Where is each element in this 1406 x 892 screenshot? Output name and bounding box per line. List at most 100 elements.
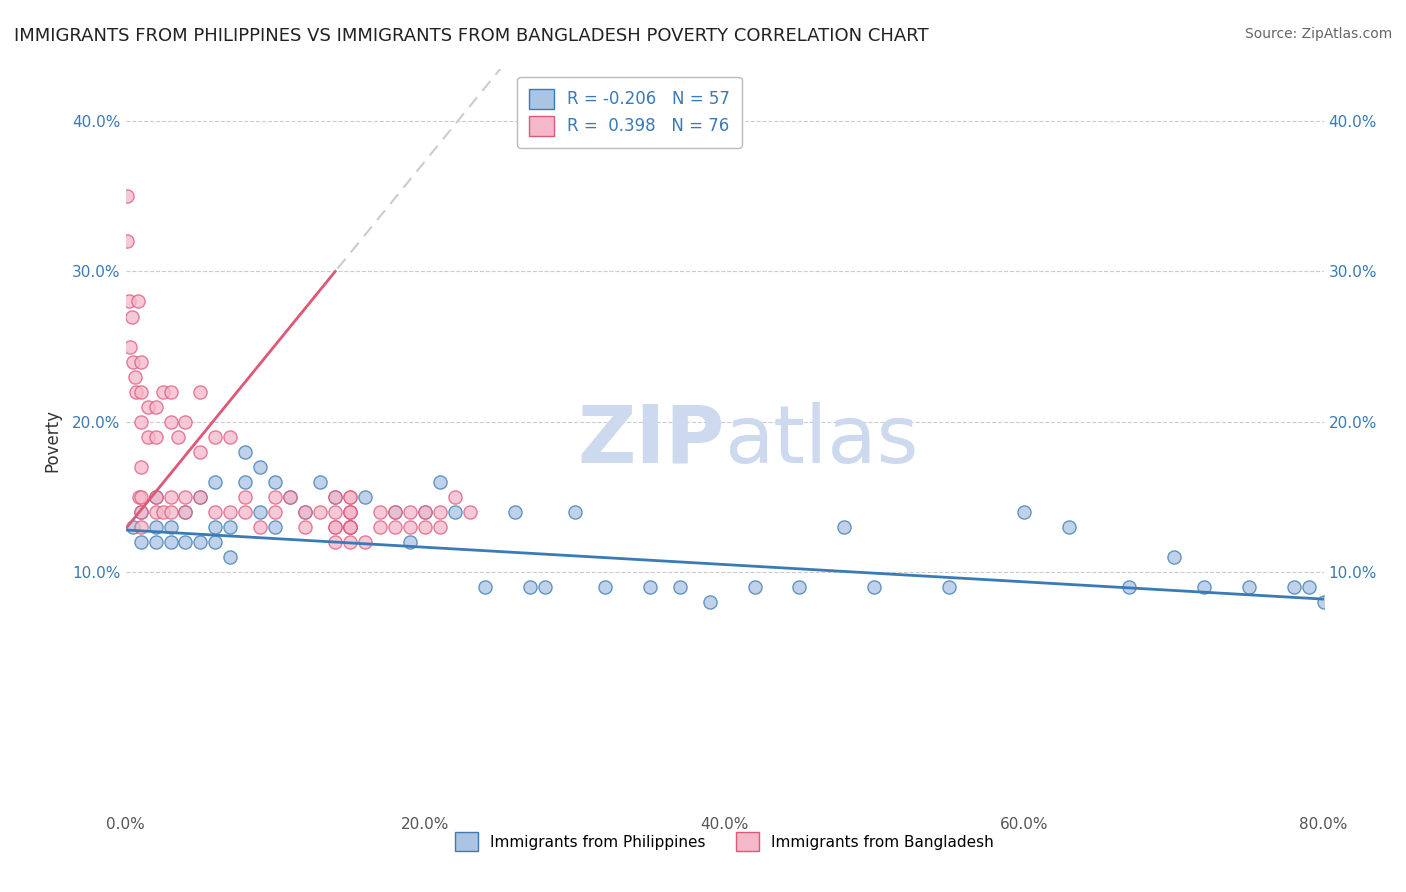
Point — [129, 459, 152, 474]
Point — [145, 430, 167, 444]
Point — [323, 535, 346, 549]
Point — [235, 445, 257, 459]
Point — [129, 520, 152, 534]
Point — [120, 340, 142, 354]
Point — [152, 384, 174, 399]
Point — [204, 475, 226, 489]
Point — [368, 505, 391, 519]
Point — [159, 415, 181, 429]
Point — [145, 520, 167, 534]
Point — [1012, 505, 1035, 519]
Point — [204, 520, 226, 534]
Point — [129, 415, 152, 429]
Point — [1312, 595, 1334, 609]
Point — [474, 580, 496, 594]
Point — [384, 520, 406, 534]
Point — [323, 490, 346, 504]
Point — [249, 505, 271, 519]
Point — [834, 520, 856, 534]
Point — [145, 505, 167, 519]
Point — [744, 580, 766, 594]
Point — [323, 490, 346, 504]
Point — [399, 535, 422, 549]
Point — [1192, 580, 1215, 594]
Point — [159, 520, 181, 534]
Point — [668, 580, 690, 594]
Point — [174, 415, 197, 429]
Point — [938, 580, 960, 594]
Point — [235, 505, 257, 519]
Point — [354, 535, 377, 549]
Point — [399, 520, 422, 534]
Point — [503, 505, 526, 519]
Text: IMMIGRANTS FROM PHILIPPINES VS IMMIGRANTS FROM BANGLADESH POVERTY CORRELATION CH: IMMIGRANTS FROM PHILIPPINES VS IMMIGRANT… — [14, 27, 929, 45]
Point — [117, 294, 139, 309]
Point — [413, 505, 436, 519]
Point — [264, 475, 287, 489]
Point — [129, 490, 152, 504]
Point — [413, 520, 436, 534]
Point — [249, 459, 271, 474]
Point — [145, 535, 167, 549]
Point — [444, 505, 467, 519]
Point — [339, 505, 361, 519]
Point — [174, 535, 197, 549]
Point — [1237, 580, 1260, 594]
Point — [278, 490, 301, 504]
Point — [264, 520, 287, 534]
Point — [339, 490, 361, 504]
Point — [190, 490, 212, 504]
Point — [129, 384, 152, 399]
Point — [384, 505, 406, 519]
Point — [115, 235, 138, 249]
Point — [429, 520, 451, 534]
Point — [115, 189, 138, 203]
Point — [534, 580, 557, 594]
Point — [519, 580, 541, 594]
Point — [294, 505, 316, 519]
Text: ZIP: ZIP — [578, 401, 724, 480]
Text: Source: ZipAtlas.com: Source: ZipAtlas.com — [1244, 27, 1392, 41]
Point — [136, 400, 159, 414]
Point — [368, 520, 391, 534]
Point — [219, 549, 242, 564]
Point — [129, 505, 152, 519]
Point — [159, 505, 181, 519]
Point — [399, 505, 422, 519]
Point — [429, 475, 451, 489]
Point — [1163, 549, 1185, 564]
Text: atlas: atlas — [724, 401, 920, 480]
Point — [129, 535, 152, 549]
Point — [204, 430, 226, 444]
Point — [145, 400, 167, 414]
Point — [167, 430, 190, 444]
Point — [1057, 520, 1080, 534]
Point — [339, 490, 361, 504]
Point — [159, 490, 181, 504]
Point — [122, 354, 145, 368]
Y-axis label: Poverty: Poverty — [44, 409, 60, 472]
Point — [638, 580, 661, 594]
Point — [174, 505, 197, 519]
Point — [264, 505, 287, 519]
Point — [190, 445, 212, 459]
Point — [219, 520, 242, 534]
Point — [863, 580, 886, 594]
Point — [444, 490, 467, 504]
Point — [219, 430, 242, 444]
Point — [235, 475, 257, 489]
Point — [159, 384, 181, 399]
Point — [1118, 580, 1140, 594]
Point — [204, 505, 226, 519]
Legend: R = -0.206   N = 57, R =  0.398   N = 76: R = -0.206 N = 57, R = 0.398 N = 76 — [517, 77, 742, 147]
Point — [413, 505, 436, 519]
Point — [264, 490, 287, 504]
Point — [323, 520, 346, 534]
Point — [339, 520, 361, 534]
Point — [190, 490, 212, 504]
Point — [174, 490, 197, 504]
Point — [339, 520, 361, 534]
Point — [174, 505, 197, 519]
Point — [294, 520, 316, 534]
Point — [124, 369, 146, 384]
